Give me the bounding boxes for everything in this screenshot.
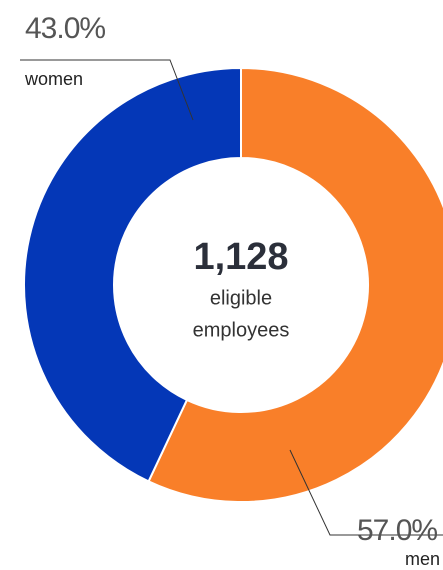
leader-line <box>289 449 443 536</box>
category-label: men <box>405 549 440 569</box>
donut-segment <box>23 66 242 483</box>
value-label: 57.0% <box>357 514 437 547</box>
value-label: 43.0% <box>25 12 105 45</box>
category-label: women <box>24 69 83 89</box>
donut-segment <box>147 66 443 503</box>
total-caption: eligible <box>210 287 272 309</box>
leader-line <box>20 59 194 121</box>
total-value: 1,128 <box>193 236 288 278</box>
total-caption: employees <box>193 319 290 341</box>
